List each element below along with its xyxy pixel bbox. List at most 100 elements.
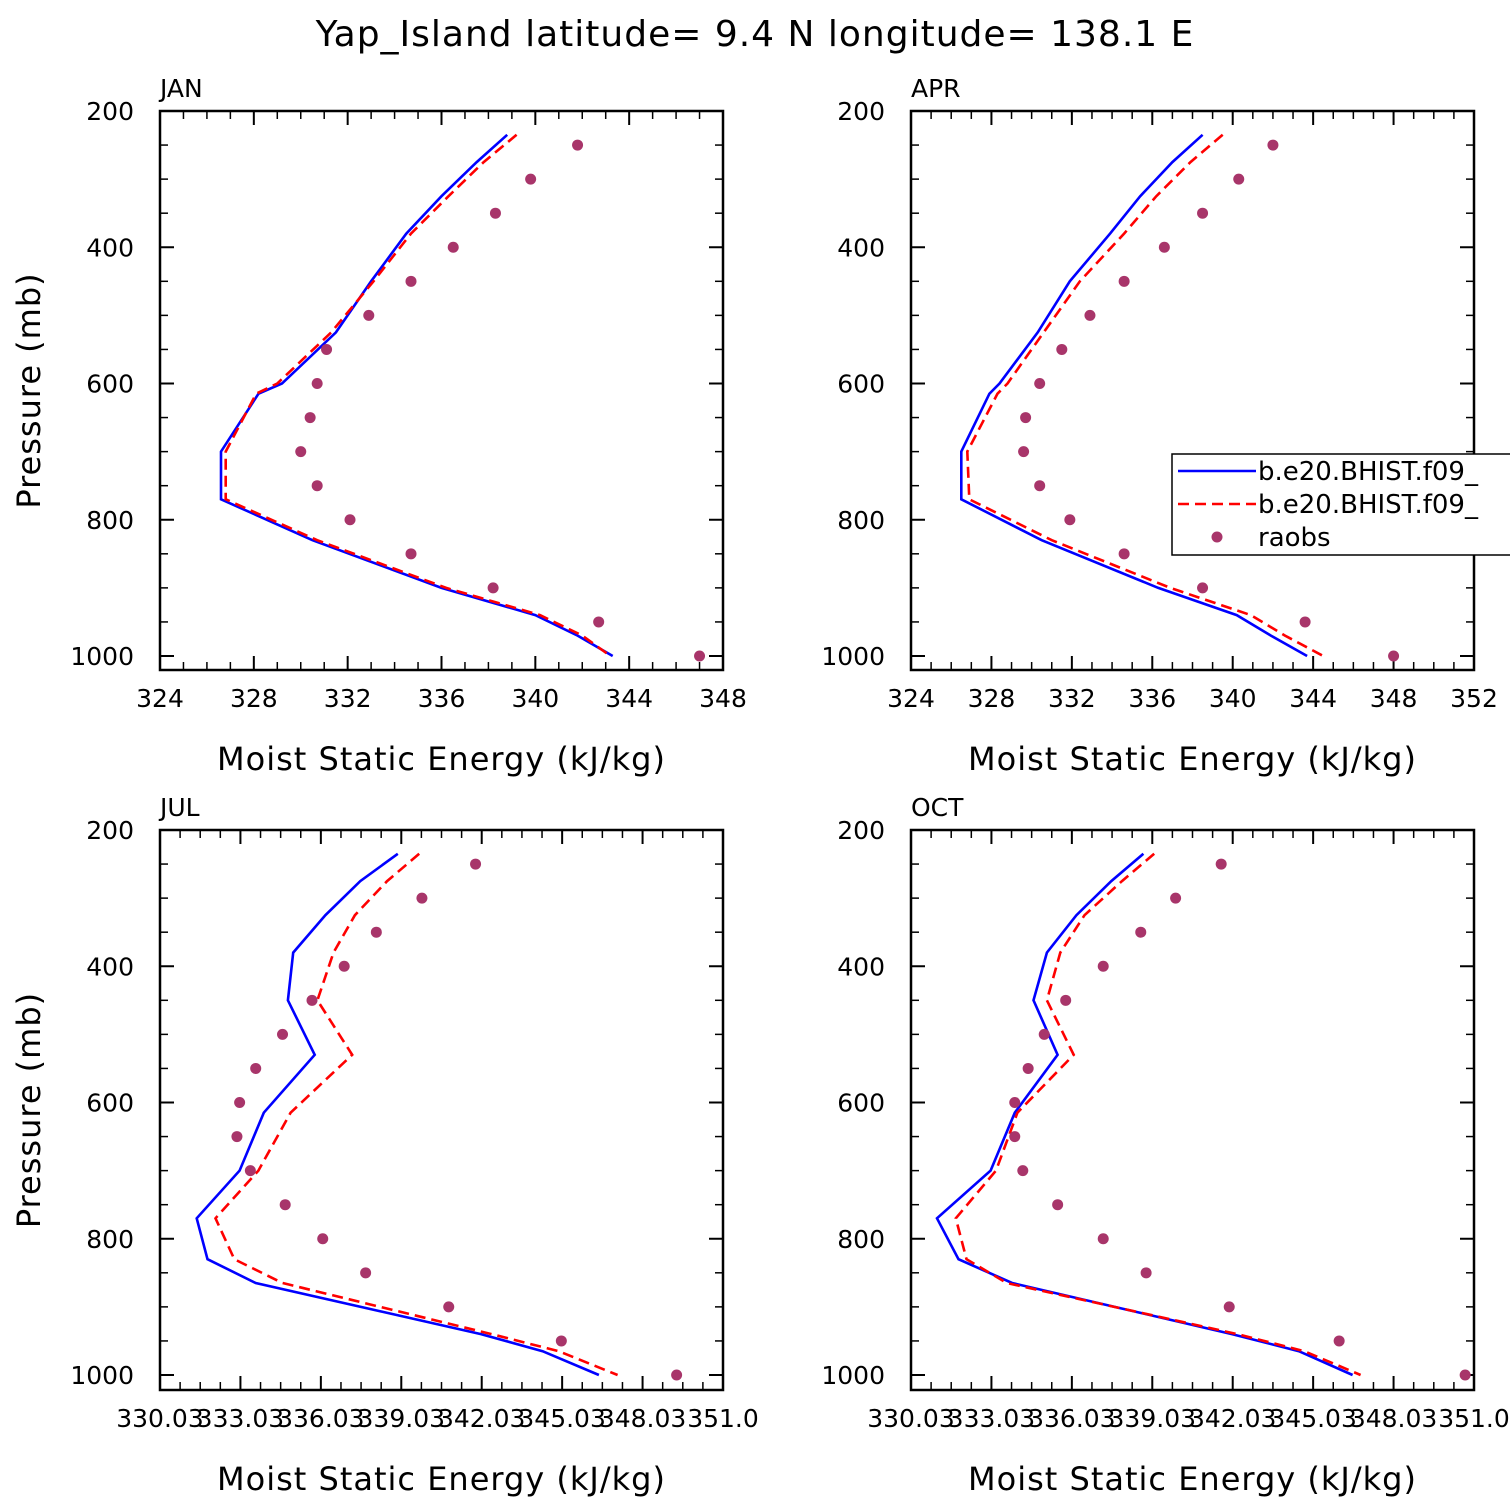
- y-tick-label: 400: [837, 952, 885, 981]
- raobs-point: [1299, 616, 1311, 628]
- plot-frame: [909, 109, 1476, 672]
- y-tick-label: 200: [86, 97, 134, 126]
- raobs-point: [1158, 241, 1170, 253]
- raobs-point: [416, 892, 428, 904]
- plot-frame: [909, 828, 1476, 1392]
- raobs-point: [311, 378, 323, 389]
- panel-apr: APR 324 328 332 336 340 344 348 352 200 400 600 800 1…: [821, 74, 1497, 778]
- raobs-point: [1034, 480, 1046, 492]
- raobs-point: [1009, 1097, 1021, 1108]
- x-tick-label: 344: [1289, 684, 1337, 713]
- series-line-model-1: [195, 852, 600, 1377]
- raobs-point: [231, 1131, 243, 1143]
- raobs-point: [1064, 514, 1076, 526]
- raobs-point: [1034, 378, 1046, 389]
- raobs-point: [1170, 892, 1182, 904]
- raobs-point: [1118, 275, 1130, 287]
- panel-label: APR: [911, 74, 961, 103]
- y-tick-label: 400: [837, 233, 885, 262]
- raobs-point: [447, 241, 459, 253]
- raobs-point: [306, 994, 318, 1006]
- raobs-point: [1038, 1028, 1050, 1040]
- raobs-point: [1223, 1301, 1235, 1313]
- raobs-point: [1118, 548, 1130, 560]
- x-tick-label: 333.03: [197, 1404, 284, 1433]
- raobs-point: [525, 173, 537, 185]
- raobs-point: [321, 343, 333, 355]
- x-tick-label: 348: [1370, 684, 1418, 713]
- x-tick-label: 324: [136, 684, 184, 713]
- y-tick-label: 800: [837, 1225, 885, 1254]
- series-raobs: [231, 858, 683, 1381]
- raobs-point: [1097, 960, 1109, 972]
- x-tick-label: 345.03: [1269, 1404, 1356, 1433]
- y-axis-label: Pressure (mb): [10, 992, 48, 1228]
- raobs-point: [443, 1301, 455, 1313]
- legend-label: b.e20.BHIST.f09_: [1258, 457, 1479, 487]
- series-line-model-2: [213, 852, 619, 1377]
- figure-title: Yap_Island latitude= 9.4 N longitude= 13…: [315, 14, 1195, 55]
- x-tick-label: 348.03: [1350, 1404, 1437, 1433]
- raobs-point: [489, 207, 501, 219]
- x-tick-label: 351.0: [687, 1404, 759, 1433]
- x-tick-label: 348: [699, 684, 747, 713]
- x-tick-label: 336.03: [277, 1404, 364, 1433]
- raobs-point: [363, 309, 375, 321]
- raobs-point: [279, 1199, 291, 1211]
- x-axis-label: Moist Static Energy (kJ/kg): [968, 1460, 1417, 1498]
- legend-label: raobs: [1258, 523, 1331, 553]
- raobs-point: [671, 1369, 683, 1381]
- x-axis-label: Moist Static Energy (kJ/kg): [968, 740, 1417, 778]
- raobs-point: [1459, 1369, 1471, 1381]
- y-tick-label: 1000: [70, 1361, 134, 1390]
- series-raobs: [1018, 139, 1400, 662]
- y-tick-label: 200: [837, 816, 885, 845]
- y-tick-label: 1000: [821, 642, 885, 671]
- raobs-point: [1197, 582, 1209, 594]
- raobs-point: [244, 1165, 256, 1177]
- raobs-point: [1017, 1165, 1029, 1177]
- x-tick-label: 328: [230, 684, 278, 713]
- raobs-point: [311, 480, 323, 492]
- raobs-point: [1197, 207, 1209, 219]
- x-tick-label: 340: [511, 684, 559, 713]
- raobs-point: [593, 616, 605, 628]
- panel-jan: JAN 324 328 332 336 340 344 348 200 400 600 800 1000…: [10, 74, 747, 778]
- y-tick-label: 800: [86, 506, 134, 535]
- x-tick-label: 330.03: [116, 1404, 203, 1433]
- raobs-point: [1009, 1131, 1021, 1143]
- raobs-point: [1022, 1062, 1034, 1074]
- raobs-point: [1052, 1199, 1064, 1211]
- raobs-point: [1140, 1267, 1152, 1279]
- y-tick-label: 200: [86, 816, 134, 845]
- y-tick-label: 400: [86, 233, 134, 262]
- raobs-point: [470, 858, 482, 870]
- raobs-point: [1084, 309, 1096, 321]
- panel-label: OCT: [911, 793, 964, 822]
- x-tick-label: 352: [1450, 684, 1498, 713]
- x-tick-label: 324: [887, 684, 935, 713]
- series-line-model-2: [965, 133, 1324, 658]
- y-tick-label: 600: [86, 370, 134, 399]
- panels: JAN 324 328 332 336 340 344 348 200 400 600 800 1000…: [10, 74, 1510, 1498]
- raobs-point: [1097, 1233, 1109, 1245]
- raobs-point: [572, 139, 584, 151]
- x-tick-label: 344: [605, 684, 653, 713]
- raobs-point: [1388, 650, 1400, 662]
- raobs-point: [1267, 139, 1279, 151]
- raobs-point: [1020, 412, 1032, 424]
- x-tick-label: 342.03: [1189, 1404, 1276, 1433]
- x-axis-label: Moist Static Energy (kJ/kg): [217, 740, 666, 778]
- raobs-point: [1056, 343, 1068, 355]
- y-tick-label: 400: [86, 952, 134, 981]
- x-axis-label: Moist Static Energy (kJ/kg): [217, 1460, 666, 1498]
- x-tick-label: 348.03: [599, 1404, 686, 1433]
- series-raobs: [1009, 858, 1471, 1381]
- raobs-point: [277, 1028, 289, 1040]
- raobs-point: [694, 650, 706, 662]
- raobs-point: [405, 548, 417, 560]
- raobs-point: [344, 514, 356, 526]
- x-tick-label: 339.03: [1109, 1404, 1196, 1433]
- raobs-point: [487, 582, 499, 594]
- x-tick-label: 328: [968, 684, 1016, 713]
